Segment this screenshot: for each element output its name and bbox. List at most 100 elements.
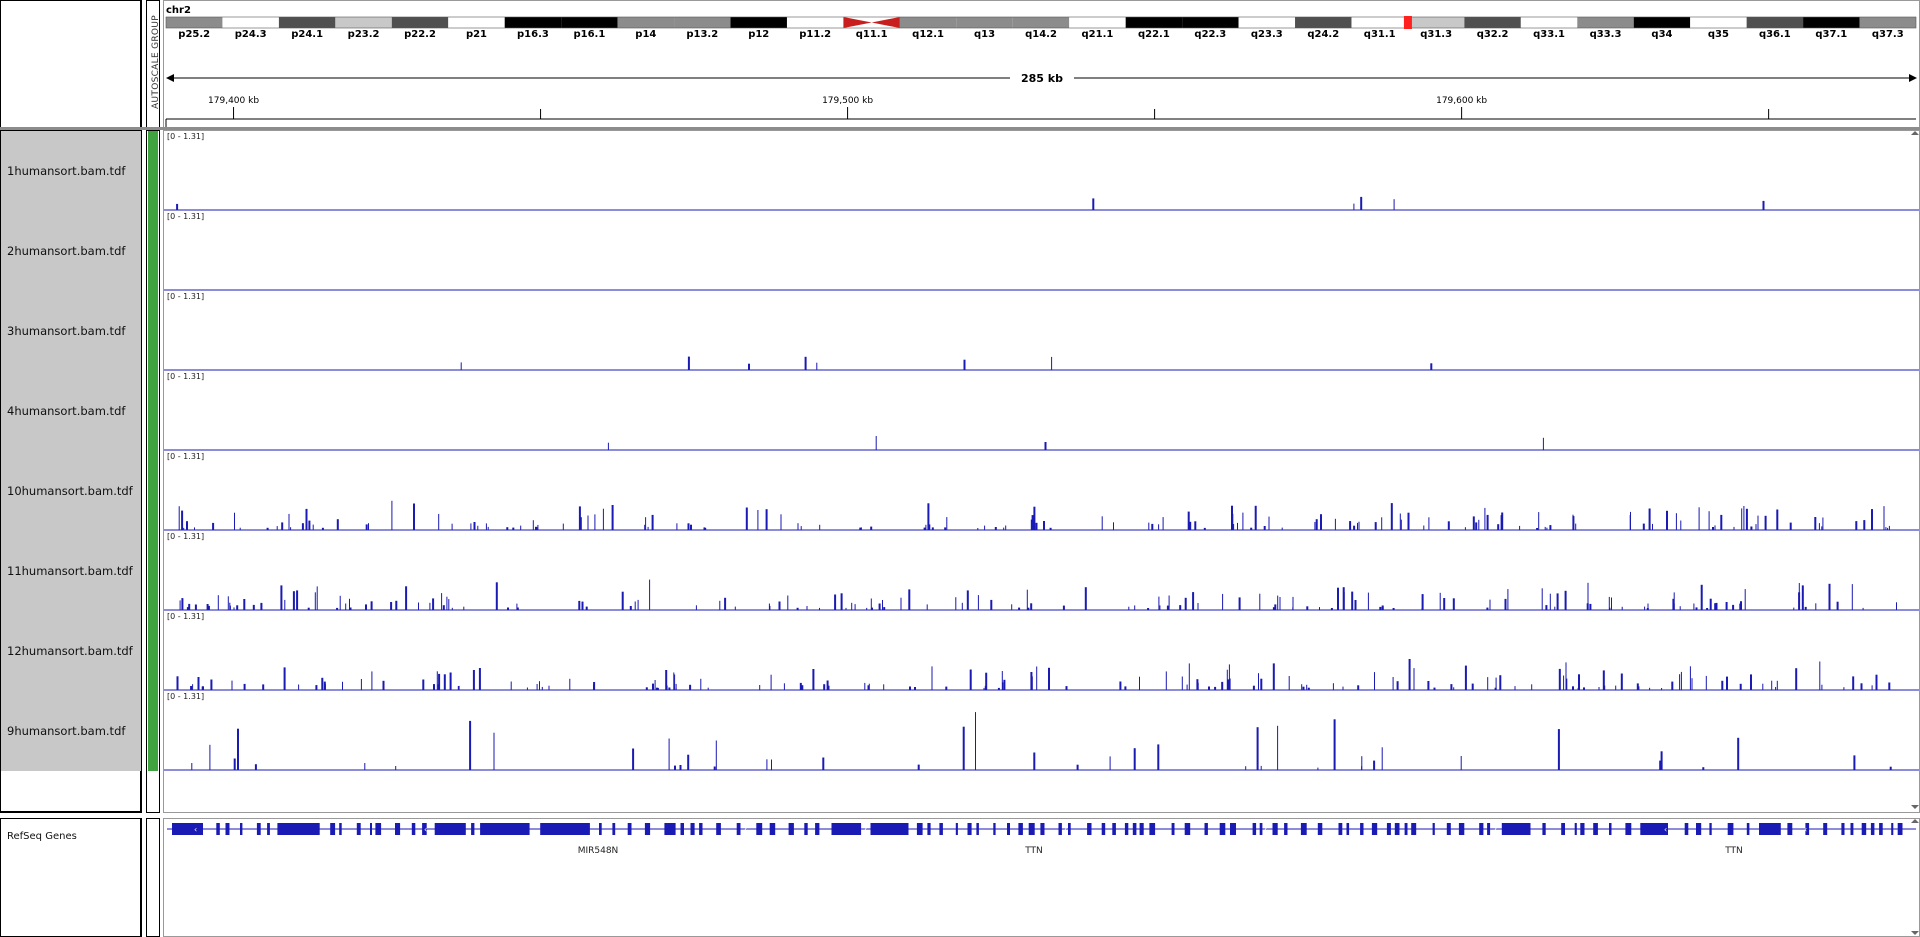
gene-exon xyxy=(1132,823,1137,835)
coverage-track[interactable]: [0 - 1.31] xyxy=(164,612,1919,691)
gene-exon xyxy=(1411,823,1417,835)
cytoband xyxy=(617,17,675,28)
coverage-bar xyxy=(977,595,979,610)
coverage-bar xyxy=(651,514,654,530)
track-name[interactable]: 9humansort.bam.tdf xyxy=(1,691,141,771)
coverage-bar xyxy=(469,720,472,770)
attribute-cell[interactable] xyxy=(148,691,158,771)
gene-label[interactable]: MIR548N xyxy=(578,846,619,856)
track-name[interactable]: 3humansort.bam.tdf xyxy=(1,291,141,371)
coverage-bar xyxy=(780,514,782,530)
coverage-bar xyxy=(276,526,278,530)
coverage-bar xyxy=(1306,684,1308,690)
coverage-bar xyxy=(1049,527,1052,530)
header-panel[interactable]: chr2 p25.2 p24.3 p24.1 p23.2 p22.2 p21 p16.3 p16… xyxy=(163,0,1920,130)
coverage-bar xyxy=(1732,604,1735,610)
attribute-cell[interactable] xyxy=(148,131,158,211)
coverage-bar xyxy=(1351,591,1354,610)
coverage-bar xyxy=(1263,526,1266,530)
coverage-bar xyxy=(536,684,538,690)
coverage-bar xyxy=(883,684,885,690)
coverage-bar xyxy=(1128,606,1130,610)
coverage-track[interactable]: [0 - 1.31] xyxy=(164,452,1919,531)
coverage-bar xyxy=(316,586,318,610)
coverage-track[interactable]: [0 - 1.31] xyxy=(164,292,1919,371)
scroll-down-icon[interactable] xyxy=(1911,805,1919,809)
coverage-bar xyxy=(703,527,706,530)
coverage-bar xyxy=(1804,606,1807,610)
cytoband-label: p12 xyxy=(748,29,769,40)
coverage-bar xyxy=(1636,683,1639,690)
coverage-bar xyxy=(349,598,350,610)
coverage-bar xyxy=(239,527,241,530)
gene-exon xyxy=(1112,823,1116,835)
coverage-bar xyxy=(1423,525,1425,530)
panel-divider[interactable] xyxy=(0,813,1920,818)
chromosome-label[interactable]: chr2 xyxy=(166,5,191,16)
coverage-bar xyxy=(535,526,537,530)
cytoband xyxy=(1577,17,1634,28)
cytoband-label: q36.1 xyxy=(1759,29,1791,40)
track-name[interactable]: 2humansort.bam.tdf xyxy=(1,211,141,291)
refseq-gene-track[interactable]: ‹ ‹ ‹ ‹ ‹ ‹ ‹ ‹ ‹ xyxy=(167,823,1916,835)
coverage-bar xyxy=(1549,593,1551,610)
coverage-track[interactable]: [0 - 1.31] xyxy=(164,532,1919,611)
track-name[interactable]: 4humansort.bam.tdf xyxy=(1,371,141,451)
feature-scroll-up-icon[interactable] xyxy=(1911,819,1919,823)
attribute-cell[interactable] xyxy=(148,211,158,291)
coverage-bar xyxy=(629,606,632,610)
gene-exon xyxy=(1338,823,1343,835)
track-name[interactable]: 1humansort.bam.tdf xyxy=(1,131,141,211)
chromosome-ideogram[interactable] xyxy=(165,16,1917,29)
coverage-bar xyxy=(390,602,393,610)
attribute-cell[interactable] xyxy=(148,611,158,691)
coverage-bar xyxy=(637,599,639,610)
centromere-right xyxy=(871,17,900,28)
coverage-bar xyxy=(1565,662,1567,690)
coverage-bar xyxy=(458,685,460,690)
scroll-up-icon[interactable] xyxy=(1911,131,1919,135)
feature-name-panel[interactable]: RefSeq Genes xyxy=(0,818,142,937)
track-name[interactable]: 10humansort.bam.tdf xyxy=(1,451,141,531)
coverage-bar xyxy=(507,607,509,610)
track-name[interactable]: 12humansort.bam.tdf xyxy=(1,611,141,691)
attribute-cell[interactable] xyxy=(148,371,158,451)
coverage-track[interactable]: [0 - 1.31] xyxy=(164,372,1919,451)
cytoband-label: q11.1 xyxy=(856,29,888,40)
coverage-bar xyxy=(1611,597,1612,610)
gene-exon xyxy=(1171,823,1175,835)
attribute-cell[interactable] xyxy=(148,451,158,531)
attribute-header-panel[interactable]: AUTOSCALE GROUP xyxy=(146,0,161,130)
gene-label[interactable]: TTN xyxy=(1724,846,1743,856)
cytoband-label: p11.2 xyxy=(799,29,831,40)
coverage-bar xyxy=(1712,527,1714,530)
coverage-bar xyxy=(687,754,690,770)
data-panel[interactable]: [0 - 1.31] [0 - 1.31] [0 - 1.31] [0 - 1.31]… xyxy=(163,130,1920,813)
coverage-bar xyxy=(281,522,284,530)
data-svg[interactable]: [0 - 1.31] [0 - 1.31] [0 - 1.31] [0 - 1.31]… xyxy=(164,131,1919,812)
coverage-track[interactable]: [0 - 1.31] xyxy=(164,692,1919,771)
coverage-track[interactable]: [0 - 1.31] xyxy=(164,212,1919,291)
coverage-bar xyxy=(1044,442,1047,450)
header-svg[interactable]: chr2 p25.2 p24.3 p24.1 p23.2 p22.2 p21 p16.3 p16… xyxy=(164,1,1919,129)
coverage-bar xyxy=(1148,522,1150,530)
gene-label[interactable]: TTN xyxy=(1024,846,1043,856)
coverage-bar xyxy=(695,605,697,610)
track-name[interactable]: 11humansort.bam.tdf xyxy=(1,531,141,611)
attribute-cell[interactable] xyxy=(148,531,158,611)
feature-scroll-down-icon[interactable] xyxy=(1911,931,1919,935)
feature-panel[interactable]: ‹ ‹ ‹ ‹ ‹ ‹ ‹ ‹ ‹ MIR548N TTN TTN xyxy=(163,818,1920,937)
feature-svg[interactable]: ‹ ‹ ‹ ‹ ‹ ‹ ‹ ‹ ‹ MIR548N TTN TTN xyxy=(164,819,1919,936)
gene-exon xyxy=(339,823,342,835)
coverage-bar xyxy=(797,523,799,530)
coverage-bar xyxy=(1814,517,1817,530)
feature-track-name[interactable]: RefSeq Genes xyxy=(7,831,77,842)
track-name-panel[interactable]: 1humansort.bam.tdf 2humansort.bam.tdf 3hum… xyxy=(0,130,142,813)
attribute-cell[interactable] xyxy=(148,291,158,371)
coverage-bar xyxy=(1604,685,1606,690)
coverage-track[interactable]: [0 - 1.31] xyxy=(164,132,1919,211)
data-range-label: [0 - 1.31] xyxy=(167,372,204,381)
cytoband-label: q33.1 xyxy=(1533,29,1565,40)
attribute-header-label[interactable]: AUTOSCALE GROUP xyxy=(151,15,161,109)
header-divider[interactable] xyxy=(0,127,1920,130)
